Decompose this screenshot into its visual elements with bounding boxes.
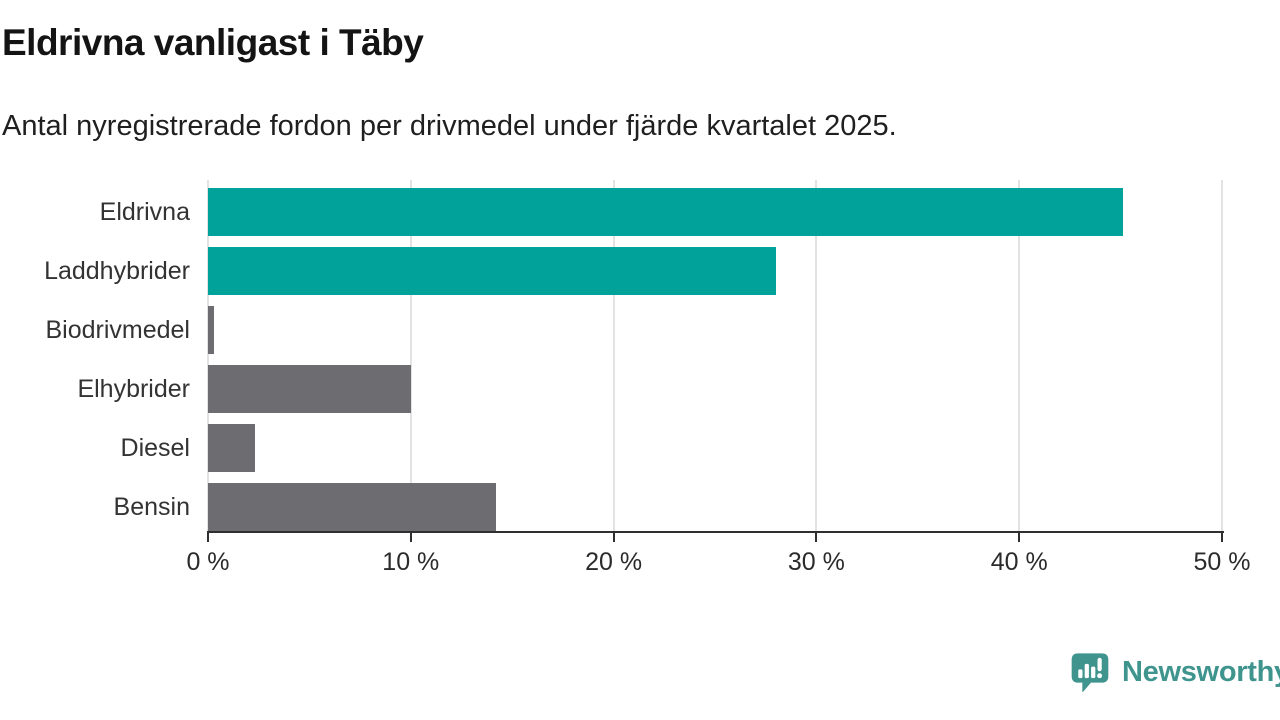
- chart-title: Eldrivna vanligast i Täby: [2, 22, 424, 63]
- category-labels: Eldrivna Laddhybrider Biodrivmedel Elhybrid…: [0, 180, 190, 532]
- category-label: Laddhybrider: [44, 256, 190, 285]
- x-axis-ticks: [207, 531, 1223, 543]
- tick-mark: [612, 531, 615, 542]
- bar-biodrivmedel: [208, 306, 215, 354]
- tick-mark: [1221, 531, 1223, 542]
- x-axis-line: [207, 531, 1224, 533]
- newsworthy-logo-icon: [1071, 653, 1109, 692]
- chart-subtitle: Antal nyregistrerade fordon per drivmede…: [2, 110, 897, 142]
- x-tick-label: 0 %: [186, 548, 230, 576]
- x-tick-label: 20 %: [585, 548, 643, 576]
- bar-bensin: [208, 483, 496, 531]
- category-label: Elhybrider: [77, 374, 190, 403]
- gridline: [612, 180, 615, 532]
- x-tick-label: 50 %: [1193, 548, 1251, 576]
- gridline: [409, 180, 412, 532]
- plot-area: [207, 180, 1223, 532]
- category-label: Diesel: [120, 433, 190, 462]
- tick-mark: [1018, 531, 1021, 542]
- category-label: Eldrivna: [99, 197, 190, 226]
- gridline: [1018, 180, 1021, 532]
- gridline: [207, 180, 209, 532]
- brand-name: Newsworthy: [1122, 656, 1280, 688]
- x-tick-label: 10 %: [382, 548, 440, 576]
- tick-mark: [207, 531, 209, 542]
- category-label: Biodrivmedel: [45, 315, 190, 344]
- brand-footer: Newsworthy: [1068, 650, 1280, 697]
- x-tick-label: 40 %: [990, 548, 1048, 576]
- x-tick-label: 30 %: [787, 548, 845, 576]
- barchart-exclamation-glyph: [1078, 657, 1103, 679]
- bar-elhybrider: [208, 365, 411, 413]
- bar-diesel: [208, 424, 255, 472]
- bar-laddhybrider: [208, 247, 776, 295]
- x-axis-labels: 0 % 10 % 20 % 30 % 40 % 50 %: [186, 548, 1250, 580]
- speech-bubble-shape: [1071, 653, 1109, 692]
- gridline: [815, 180, 818, 532]
- tick-mark: [409, 531, 412, 542]
- gridline: [1221, 180, 1223, 532]
- category-label: Bensin: [113, 492, 190, 521]
- bar-eldrivna: [208, 188, 1123, 236]
- tick-mark: [815, 531, 818, 542]
